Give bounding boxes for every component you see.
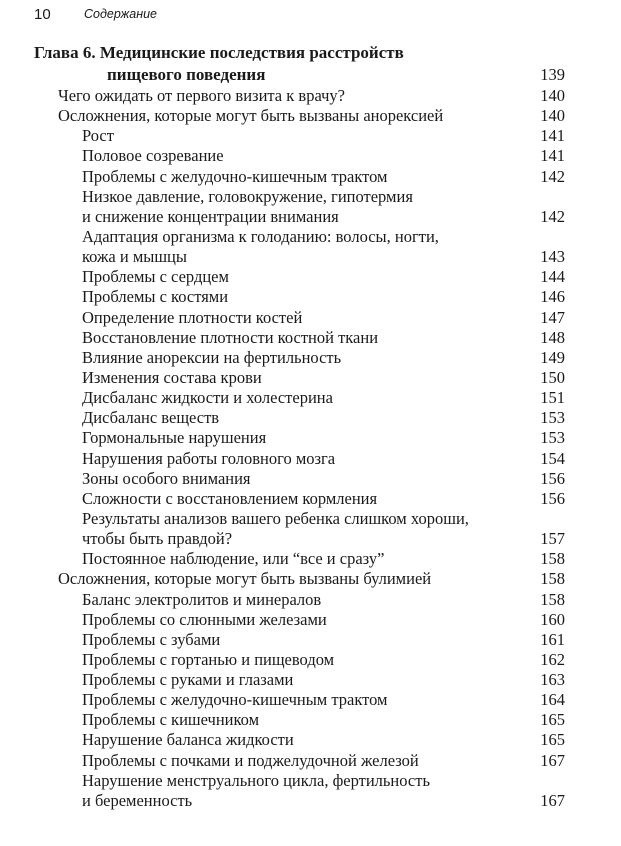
subsection-page: 167 [540,790,565,810]
subsection: Низкое давление, головокружение, гипотер… [82,186,413,206]
page-number: 10 [34,6,51,23]
subsection: Дисбаланс жидкости и холестерина [82,388,333,408]
subsection: кожа и мышцы [82,247,187,267]
subsection-page: 143 [540,247,565,267]
subsection: Влияние анорексии на фертильность [82,347,342,367]
subsection: Нарушения работы головного мозга [82,448,336,468]
subsection-page: 163 [540,670,565,690]
subsection: чтобы быть правдой? [82,529,233,549]
running-header: Содержание [84,7,157,21]
subsection: Постоянное наблюдение, или “все и сразу” [82,549,385,569]
subsection: Проблемы со слюнными железами [82,609,327,629]
subsection: Проблемы с зубами [82,629,221,649]
chapter-title: Глава 6. Медицинские последствия расстро… [34,43,404,62]
subsection: Зоны особого внимания [82,468,251,488]
subsection: Дисбаланс веществ [82,408,220,428]
subsection-page: 156 [540,488,565,508]
subsection-page: 144 [540,267,565,287]
subsection-page: 149 [540,347,565,367]
subsection: Проблемы с кишечником [82,710,260,730]
subsection-page: 161 [540,629,565,649]
subsection: Определение плотности костей [82,307,303,327]
subsection-page: 142 [540,166,565,186]
subsection-page: 151 [540,388,565,408]
subsection: Половое созревание [82,146,224,166]
subsection: Проблемы с гортанью и пищеводом [82,649,335,669]
subsection: Проблемы с почками и поджелудочной желез… [82,750,419,770]
subsection-page: 148 [540,327,565,347]
subsection: Восстановление плотности костной ткани [82,327,379,347]
subsection: Проблемы с сердцем [82,267,229,287]
subsection-page: 142 [540,206,565,226]
subsection-page: 165 [540,730,565,750]
subsection: и снижение концентрации внимания [82,206,339,226]
subsection: Результаты анализов вашего ребенка слишк… [82,508,469,528]
subsection-page: 162 [540,649,565,669]
section: Осложнения, которые могут быть вызваны а… [58,106,444,126]
subsection-page: 156 [540,468,565,488]
subsection: Проблемы с костями [82,287,229,307]
subsection-page: 158 [540,589,565,609]
subsection-page: 167 [540,750,565,770]
subsection: Проблемы с желудочно-кишечным трактом [82,690,388,710]
subsection: Изменения состава крови [82,367,262,387]
subsection-page: 160 [540,609,565,629]
subsection: Нарушение менструального цикла, фертильн… [82,770,430,790]
section: Осложнения, которые могут быть вызваны б… [58,569,432,589]
subsection: Проблемы с руками и глазами [82,670,294,690]
section-page: 140 [540,106,565,126]
subsection: Проблемы с желудочно-кишечным трактом [82,166,388,186]
subsection-page: 157 [540,529,565,549]
section-page: 158 [540,569,565,589]
subsection-page: 141 [540,146,565,166]
section: Чего ожидать от первого визита к врачу? [58,86,345,105]
subsection-page: 164 [540,690,565,710]
subsection: Сложности с восстановлением кормления [82,488,378,508]
subsection: Адаптация организма к голоданию: волосы,… [82,226,439,246]
subsection-page: 154 [540,448,565,468]
subsection: и беременность [82,790,193,810]
subsection: Баланс электролитов и минералов [82,589,322,609]
chapter-title: пищевого поведения [107,65,266,84]
subsection-page: 141 [540,126,565,146]
subsection-page: 165 [540,710,565,730]
subsection: Нарушение баланса жидкости [82,730,294,750]
subsection-page: 147 [540,307,565,327]
subsection-page: 146 [540,287,565,307]
subsection: Гормональные нарушения [82,428,267,448]
chapter-page: 139 [540,65,565,84]
subsection: Рост [82,126,114,146]
section-page: 140 [540,86,565,105]
subsection-page: 153 [540,408,565,428]
subsection-page: 150 [540,367,565,387]
subsection-page: 158 [540,549,565,569]
subsection-page: 153 [540,428,565,448]
